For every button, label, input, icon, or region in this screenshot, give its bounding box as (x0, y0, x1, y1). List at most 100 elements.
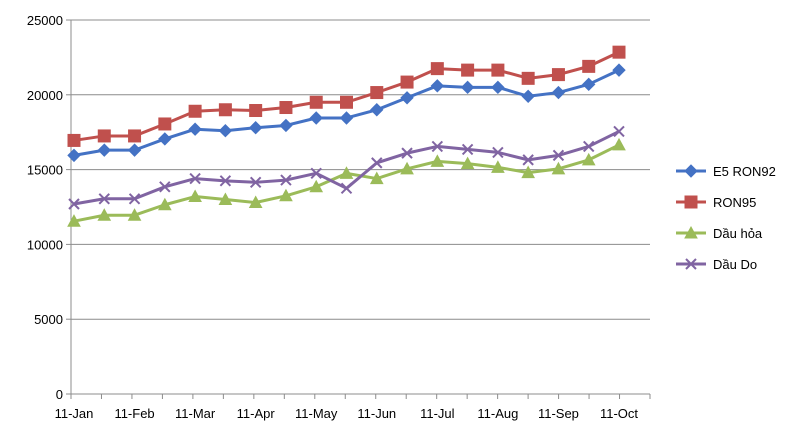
x-marker-stroke (552, 149, 565, 162)
square-marker (521, 71, 535, 85)
gridlines (71, 19, 650, 320)
x-marker-stroke (340, 182, 353, 195)
x-tick-label: 11-Feb (114, 406, 154, 421)
triangle-marker (248, 195, 263, 209)
triangle-marker (309, 179, 324, 193)
square-marker (218, 103, 232, 117)
triangle-marker (188, 189, 202, 203)
x-marker-stroke (613, 125, 625, 138)
square-marker (491, 63, 505, 77)
x-tick-label: 11-Oct (600, 406, 638, 421)
square-marker (67, 133, 81, 147)
x-marker-stroke (280, 174, 292, 186)
series-diamond (67, 63, 626, 163)
legend-label: Dầu Do (713, 257, 757, 272)
diamond-marker (339, 111, 354, 125)
data-series (67, 45, 626, 227)
y-tick-label: 15000 (27, 163, 63, 178)
legend-label: E5 RON92 (713, 164, 776, 179)
x-marker-stroke (461, 143, 474, 156)
square-marker (400, 75, 414, 89)
x-marker-stroke (189, 172, 201, 185)
square-marker (612, 45, 626, 59)
diamond-marker (684, 164, 698, 178)
diamond-marker (370, 103, 384, 117)
triangle-marker (279, 188, 293, 202)
x-tick-label: 11-Apr (237, 406, 276, 421)
y-tick-label: 20000 (27, 88, 63, 103)
triangle-marker (684, 225, 698, 239)
x-marker-stroke (98, 193, 110, 205)
diamond-marker (158, 132, 172, 146)
triangle-marker (430, 154, 445, 167)
x-marker-stroke (583, 140, 595, 153)
x-marker-stroke (249, 176, 262, 189)
triangle-marker (127, 208, 142, 221)
diamond-marker (218, 123, 233, 138)
x-marker-stroke (401, 147, 413, 159)
triangle-marker (460, 156, 475, 170)
triangle-marker (400, 161, 414, 175)
y-tick-label: 10000 (27, 237, 63, 252)
x-tick-label: 11-Mar (175, 406, 216, 421)
square-marker (249, 104, 263, 118)
legend-label: RON95 (713, 195, 756, 210)
legend: E5 RON92 RON95 Dầu hỏa Dầu Do (676, 164, 776, 272)
diamond-marker (279, 118, 293, 133)
x-tick-label: 11-Jun (357, 406, 396, 421)
diamond-marker (248, 121, 263, 135)
triangle-marker (521, 165, 536, 179)
x-marker-stroke (685, 258, 697, 270)
series-x (68, 125, 625, 210)
diamond-marker (67, 148, 81, 163)
x-tick-label: 11-Sep (538, 406, 579, 421)
x-tick-label: 11-Jul (420, 406, 455, 421)
diamond-marker (612, 63, 626, 77)
square-marker (461, 63, 475, 77)
diamond-marker (188, 122, 202, 136)
x-marker-stroke (159, 181, 171, 193)
legend-entry: E5 RON92 (676, 164, 776, 179)
triangle-marker (67, 214, 81, 227)
y-tick-label: 0 (56, 387, 63, 402)
square-marker (582, 59, 596, 73)
y-tick-label: 25000 (27, 13, 63, 28)
legend-entry: Dầu Do (676, 257, 757, 272)
legend-entry: Dầu hỏa (676, 225, 763, 241)
y-tick-label: 5000 (34, 312, 63, 327)
triangle-marker (612, 137, 626, 151)
diamond-marker (551, 85, 566, 100)
series-square (67, 45, 626, 147)
square-marker (309, 95, 323, 109)
triangle-marker (157, 197, 172, 211)
x-marker-stroke (128, 193, 141, 205)
diamond-marker (521, 89, 535, 104)
square-marker (188, 104, 202, 118)
x-marker-stroke (522, 154, 534, 166)
square-marker (430, 62, 444, 76)
x-marker-stroke (431, 140, 444, 153)
square-marker (551, 68, 565, 82)
x-marker-stroke (68, 198, 80, 210)
diamond-marker (400, 91, 414, 105)
diamond-marker (127, 143, 142, 157)
series-triangle (67, 137, 626, 227)
triangle-marker (551, 161, 566, 175)
diamond-marker (491, 80, 505, 95)
x-marker-stroke (371, 157, 383, 169)
triangle-marker (369, 171, 384, 185)
triangle-marker (218, 192, 233, 206)
x-tick-label: 11-Jan (55, 406, 94, 421)
square-marker (684, 195, 698, 209)
diamond-marker (460, 80, 475, 95)
x-marker-stroke (310, 167, 322, 180)
square-marker (128, 129, 142, 143)
diamond-marker (309, 111, 323, 125)
triangle-marker (97, 208, 112, 221)
legend-entry: RON95 (676, 195, 756, 210)
x-tick-label: 11-May (295, 406, 338, 421)
square-marker (158, 117, 172, 131)
